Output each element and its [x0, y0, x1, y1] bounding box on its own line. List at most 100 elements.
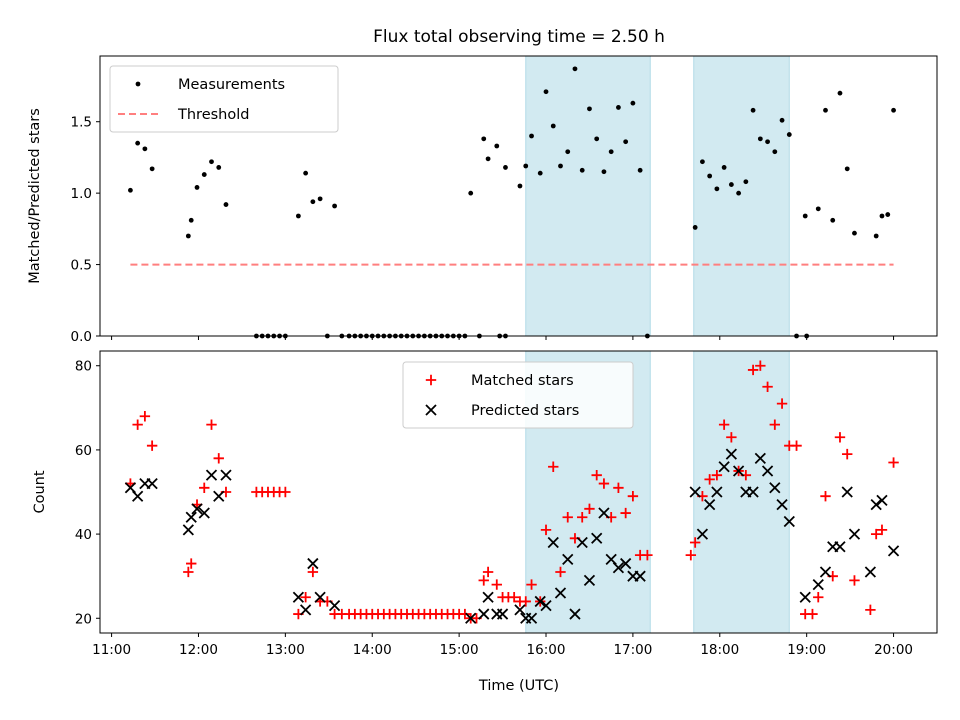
bot-ytick-label-2: 60: [75, 443, 92, 459]
matched-point-72: [685, 549, 697, 561]
top-x-ticks: [111, 336, 895, 340]
measurement-point-77: [728, 182, 734, 187]
top-legend-handle-0: [135, 81, 141, 87]
top-legend-box: [109, 65, 339, 133]
predicted-point-8: [205, 469, 218, 481]
predicted-point-60: [864, 566, 877, 578]
bot-legend-handle-0: [425, 374, 437, 386]
measurement-point-75: [714, 186, 720, 192]
matched-point-5: [186, 558, 197, 569]
matched-stars-series: [125, 360, 899, 624]
top-ytick-label-2: 1.0: [71, 186, 92, 202]
predicted-point-4: [182, 524, 194, 536]
measurement-point-55: [529, 133, 534, 139]
matched-point-76: [711, 469, 723, 481]
xtick-label-6: 17:00: [613, 642, 652, 658]
predicted-point-38: [634, 570, 646, 582]
measurement-point-51: [494, 143, 500, 149]
top-shaded-regions: [525, 55, 790, 337]
measurement-point-70: [637, 167, 643, 173]
predicted-point-16: [465, 612, 477, 624]
measurement-point-8: [209, 159, 214, 165]
predicted-point-27: [554, 587, 567, 599]
measurement-point-53: [517, 183, 523, 189]
measurement-point-97: [885, 212, 891, 217]
measurement-point-60: [565, 149, 571, 155]
measurement-point-0: [128, 187, 133, 193]
top-panel-title: Flux total observing time = 2.50 h: [373, 27, 665, 47]
matched-point-73: [689, 537, 701, 548]
matched-point-57: [540, 524, 552, 536]
measurement-point-57: [543, 89, 549, 95]
xtick-label-9: 20:00: [874, 642, 913, 658]
xtick-label-3: 14:00: [353, 642, 392, 658]
measurement-point-65: [601, 169, 607, 175]
measurement-point-74: [707, 173, 713, 179]
top-axes-frame: [99, 55, 938, 337]
measurement-point-19: [310, 199, 316, 205]
matched-point-44: [459, 608, 471, 620]
predicted-point-42: [711, 486, 723, 498]
matched-point-99: [888, 457, 899, 468]
measurement-point-96: [879, 213, 885, 219]
matched-point-62: [577, 512, 588, 523]
top-y-ticks: 0.0 0.5 1.0 1.5: [71, 115, 100, 345]
bottom-data-layer: [124, 360, 900, 624]
measurement-point-83: [772, 149, 778, 155]
x-axis-label: Time (UTC): [478, 678, 559, 694]
xtick-label-8: 19:00: [787, 642, 826, 658]
bot-ytick-label-3: 80: [75, 359, 92, 375]
predicted-point-21: [514, 604, 526, 616]
xtick-label-4: 15:00: [440, 642, 479, 658]
xtick-label-2: 13:00: [266, 642, 305, 658]
matched-point-94: [842, 448, 853, 460]
predicted-point-51: [776, 498, 788, 511]
measurement-point-67: [616, 105, 621, 110]
measurement-point-58: [550, 123, 556, 129]
matched-point-69: [627, 491, 639, 502]
measurement-point-93: [844, 166, 850, 172]
predicted-point-9: [213, 490, 225, 502]
xtick-label-5: 16:00: [527, 642, 566, 658]
predicted-point-50: [769, 482, 781, 494]
matched-point-87: [791, 440, 802, 451]
bot-legend-label-0: Matched stars: [471, 373, 574, 389]
measurement-point-89: [815, 206, 821, 212]
predicted-point-5: [185, 511, 197, 523]
predicted-point-17: [478, 608, 490, 620]
measurement-point-4: [185, 233, 191, 239]
matched-point-64: [591, 469, 602, 481]
top-panel: 0.0 0.5 1.0 1.5 Matched/Predicted stars Mea…: [27, 55, 938, 345]
measurement-point-64: [594, 136, 600, 142]
matched-point-1: [132, 419, 143, 430]
matched-point-95: [849, 575, 860, 586]
predicted-point-30: [576, 536, 588, 549]
measurement-point-69: [630, 100, 636, 106]
measurement-point-62: [579, 167, 585, 173]
measurements-series: [128, 66, 896, 339]
matched-point-63: [584, 503, 595, 515]
predicted-point-12: [299, 604, 312, 616]
predicted-point-40: [696, 528, 709, 540]
measurement-point-80: [750, 107, 756, 113]
matched-point-68: [620, 507, 631, 519]
measurement-point-2: [142, 146, 148, 152]
bottom-legend: Matched stars Predicted stars: [402, 361, 634, 429]
bot-legend-handle-1: [425, 404, 437, 416]
matched-point-3: [146, 440, 158, 451]
measurement-point-9: [216, 165, 222, 170]
matched-point-98: [876, 524, 888, 536]
top-data-layer: [128, 66, 896, 339]
predicted-point-48: [754, 452, 766, 464]
predicted-point-43: [718, 461, 730, 473]
measurement-point-84: [779, 117, 785, 123]
measurement-point-92: [837, 90, 843, 96]
measurement-point-18: [303, 170, 309, 176]
matched-point-2: [139, 411, 151, 422]
predicted-point-33: [598, 507, 610, 519]
matched-point-97: [870, 528, 882, 540]
measurement-point-81: [757, 136, 763, 142]
measurement-point-79: [743, 179, 749, 185]
measurement-point-98: [891, 107, 896, 113]
